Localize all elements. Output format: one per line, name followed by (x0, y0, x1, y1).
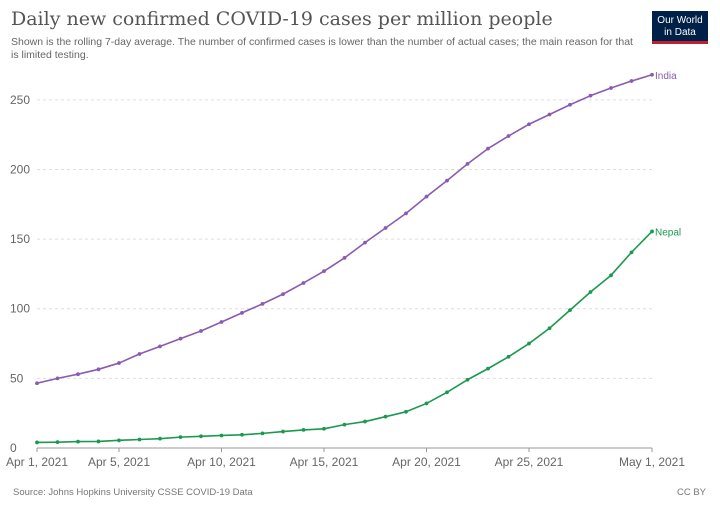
x-axis-ticks: Apr 1, 2021 Apr 5, 2021 Apr 10, 2021 Apr 15… (6, 448, 685, 469)
license-link[interactable]: CC BY (676, 487, 706, 498)
series-label-india[interactable]: India (655, 71, 677, 82)
data-point-nepal[interactable] (506, 354, 511, 359)
gridlines (37, 99, 652, 449)
data-point-nepal[interactable] (178, 435, 183, 440)
chart-title: Daily new confirmed COVID-19 cases per m… (11, 8, 553, 30)
data-point-nepal[interactable] (219, 433, 224, 438)
owid-logo[interactable]: Our World in Data (652, 11, 708, 44)
data-point-nepal[interactable] (486, 366, 490, 371)
y-tick-label: 50 (10, 371, 24, 385)
data-point-nepal[interactable] (629, 250, 634, 255)
data-point-nepal[interactable] (96, 439, 101, 444)
data-point-nepal[interactable] (199, 434, 203, 439)
data-point-nepal[interactable] (322, 426, 326, 431)
data-point-india[interactable] (609, 86, 613, 90)
data-point-nepal[interactable] (137, 437, 142, 442)
chart-subtitle: Shown is the rolling 7-day average. The … (11, 36, 633, 61)
data-point-nepal[interactable] (568, 308, 572, 313)
data-point-india[interactable] (588, 93, 593, 98)
data-point-nepal[interactable] (383, 414, 388, 419)
data-point-india[interactable] (35, 381, 39, 386)
data-point-nepal[interactable] (588, 290, 593, 294)
data-point-india[interactable] (547, 112, 552, 117)
data-point-india[interactable] (260, 301, 265, 306)
data-point-nepal[interactable] (240, 432, 244, 437)
data-point-india[interactable] (568, 102, 572, 107)
data-point-nepal[interactable] (404, 409, 408, 414)
data-point-india[interactable] (527, 122, 531, 127)
data-point-india[interactable] (629, 79, 634, 83)
data-point-india[interactable] (383, 226, 388, 230)
logo-accent-bar (652, 41, 708, 44)
data-point-india[interactable] (342, 256, 347, 260)
x-tick-label: Apr 25, 2021 (495, 455, 564, 469)
data-point-india[interactable] (117, 361, 121, 365)
data-point-india[interactable] (506, 134, 511, 138)
data-point-nepal[interactable] (158, 436, 162, 441)
logo-line-2: in Data (664, 27, 696, 38)
data-point-nepal[interactable] (547, 326, 552, 331)
data-point-india[interactable] (322, 269, 326, 274)
logo-line-1: Our World (657, 15, 703, 26)
x-tick-label: Apr 5, 2021 (88, 455, 150, 469)
data-point-india[interactable] (465, 162, 470, 166)
x-tick-label: Apr 10, 2021 (187, 455, 256, 469)
data-point-india[interactable] (55, 376, 60, 381)
data-point-nepal[interactable] (35, 440, 39, 445)
data-point-nepal[interactable] (281, 429, 285, 434)
data-point-india[interactable] (219, 320, 224, 324)
data-point-india[interactable] (424, 194, 429, 199)
data-point-nepal[interactable] (609, 273, 613, 278)
series-group: India Nepal (35, 71, 681, 445)
x-tick-label: Apr 20, 2021 (392, 455, 461, 469)
data-point-nepal[interactable] (527, 341, 531, 346)
x-tick-label: Apr 1, 2021 (6, 455, 68, 469)
data-point-india[interactable] (650, 72, 654, 77)
data-point-india[interactable] (281, 292, 285, 297)
data-point-india[interactable] (199, 329, 203, 333)
data-point-nepal[interactable] (650, 229, 654, 234)
data-point-india[interactable] (137, 352, 142, 356)
data-point-india[interactable] (178, 336, 183, 341)
data-point-nepal[interactable] (465, 377, 470, 382)
data-point-india[interactable] (96, 367, 101, 372)
data-point-nepal[interactable] (260, 431, 265, 436)
series-line-india[interactable] (36, 74, 653, 385)
y-tick-label: 200 (10, 162, 30, 176)
data-point-nepal[interactable] (55, 440, 60, 445)
series-line-nepal[interactable] (36, 230, 653, 444)
y-tick-label: 100 (10, 302, 30, 316)
series-label-nepal[interactable]: Nepal (655, 227, 681, 238)
x-tick-label: May 1, 2021 (619, 455, 685, 469)
data-point-nepal[interactable] (363, 419, 367, 424)
data-point-india[interactable] (158, 344, 162, 349)
data-point-nepal[interactable] (117, 438, 121, 443)
data-point-nepal[interactable] (445, 390, 449, 395)
data-point-india[interactable] (363, 240, 367, 245)
data-point-nepal[interactable] (301, 427, 306, 432)
data-point-nepal[interactable] (76, 439, 80, 444)
y-tick-label: 150 (10, 232, 30, 246)
data-point-india[interactable] (240, 311, 244, 315)
data-point-india[interactable] (301, 281, 306, 285)
source-note[interactable]: Source: Johns Hopkins University CSSE CO… (13, 487, 253, 498)
y-tick-label: 0 (10, 441, 17, 455)
data-point-india[interactable] (76, 372, 80, 377)
x-tick-label: Apr 15, 2021 (290, 455, 359, 469)
data-point-nepal[interactable] (424, 401, 429, 406)
data-point-india[interactable] (404, 211, 408, 216)
data-point-india[interactable] (486, 146, 490, 151)
data-point-india[interactable] (445, 178, 449, 183)
data-point-nepal[interactable] (342, 422, 347, 427)
y-axis-ticks: 0 50 100 150 200 250 (10, 93, 30, 455)
y-tick-label: 250 (10, 93, 30, 107)
